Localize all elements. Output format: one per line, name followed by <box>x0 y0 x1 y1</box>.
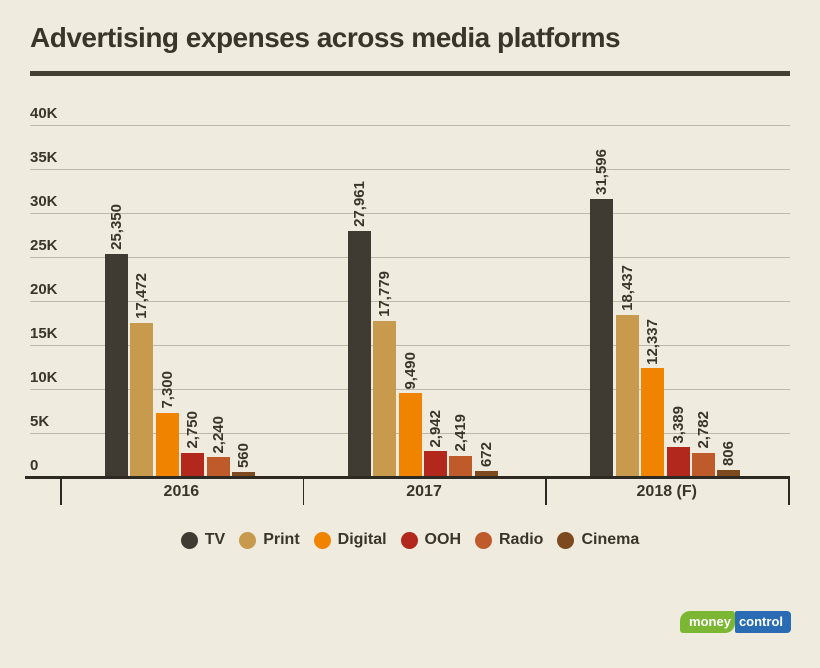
bar-cinema-2018-f <box>717 469 741 477</box>
bar-radio-2017 <box>449 455 473 477</box>
legend-swatch-ooh <box>400 531 418 549</box>
y-tick-label-30k: 30K <box>30 193 58 210</box>
moneycontrol-logo: money control <box>680 611 791 633</box>
legend-swatch-digital <box>313 531 331 549</box>
category-label-2017: 2017 <box>406 483 442 500</box>
gridline-15k <box>30 344 790 346</box>
legend-item-print: Print <box>239 531 300 549</box>
gridline-10k <box>30 388 790 390</box>
legend-label-radio: Radio <box>499 531 544 548</box>
bar-radio-2016 <box>206 457 230 477</box>
bar-value-label-radio-2017: 2,419 <box>452 414 470 452</box>
bar-value-label-ooh-2017: 2,942 <box>426 409 444 448</box>
y-tick-label-20k: 20K <box>30 281 58 298</box>
y-tick-label-5k: 5K <box>30 413 50 430</box>
y-tick-label-35k: 35K <box>30 149 58 166</box>
category-separator-2 <box>545 479 547 505</box>
title-underline <box>30 71 790 76</box>
legend-label-digital: Digital <box>337 531 387 548</box>
bar-cinema-2017 <box>474 471 498 477</box>
legend-item-cinema: Cinema <box>557 531 639 549</box>
legend-label-print: Print <box>263 531 300 548</box>
legend-item-ooh: OOH <box>400 531 461 549</box>
bar-value-label-digital-2016: 7,300 <box>158 371 176 409</box>
category-label-2016: 2016 <box>163 483 200 500</box>
gridline-40k <box>30 124 790 126</box>
bar-value-label-cinema-2018-f: 806 <box>720 440 738 466</box>
bar-value-label-cinema-2017: 672 <box>477 442 495 468</box>
gridline-30k <box>30 212 790 214</box>
bar-tv-2016 <box>105 253 128 477</box>
gridline-20k <box>30 300 790 302</box>
bar-value-label-tv-2017: 27,961 <box>350 181 368 227</box>
bar-ooh-2018-f <box>666 447 690 477</box>
y-tick-label-15k: 15K <box>30 325 58 342</box>
y-tick-label-25k: 25K <box>30 237 58 254</box>
bar-value-label-ooh-2018-f: 3,389 <box>669 405 687 444</box>
category-separator-0 <box>60 479 62 505</box>
bar-ooh-2016 <box>181 452 205 477</box>
bar-print-2017 <box>373 320 397 477</box>
gridline-25k <box>30 256 790 258</box>
bar-cinema-2016 <box>232 472 255 477</box>
bar-value-label-print-2017: 17,779 <box>376 270 394 317</box>
bar-value-label-print-2016: 17,472 <box>133 273 151 320</box>
legend-swatch-tv <box>180 531 198 549</box>
category-separator-3 <box>788 479 790 505</box>
category-label-2018-f: 2018 (F) <box>636 483 697 500</box>
legend-label-ooh: OOH <box>424 531 461 548</box>
bar-digital-2017 <box>398 393 422 477</box>
bar-value-label-ooh-2016: 2,750 <box>184 411 202 449</box>
bar-digital-2018-f <box>641 368 665 477</box>
bar-value-label-radio-2016: 2,240 <box>209 415 227 454</box>
bar-ooh-2017 <box>423 451 447 477</box>
bar-digital-2016 <box>155 412 179 477</box>
bar-value-label-print-2018-f: 18,437 <box>618 264 636 311</box>
legend-item-digital: Digital <box>313 531 387 549</box>
bar-value-label-tv-2018-f: 31,596 <box>593 149 611 195</box>
logo-control-part: control <box>734 611 791 633</box>
bar-value-label-tv-2016: 25,350 <box>108 204 125 250</box>
bar-print-2016 <box>130 323 154 477</box>
logo-money-part: money <box>680 611 735 633</box>
legend-swatch-radio <box>475 531 492 549</box>
category-separator-1 <box>302 479 305 505</box>
bar-value-label-digital-2017: 9,490 <box>401 351 419 390</box>
bar-value-label-radio-2018-f: 2,782 <box>695 410 712 449</box>
bar-value-label-digital-2018-f: 12,337 <box>644 318 662 365</box>
legend-label-cinema: Cinema <box>581 531 640 548</box>
y-tick-label-40k: 40K <box>30 105 58 122</box>
legend-item-tv: TV <box>180 531 226 549</box>
x-axis-baseline <box>25 476 790 479</box>
bar-tv-2017 <box>347 230 371 477</box>
bar-print-2018-f <box>615 314 639 477</box>
legend-swatch-print <box>239 531 257 549</box>
gridline-35k <box>30 168 790 170</box>
legend-item-radio: Radio <box>475 531 543 549</box>
chart-legend: TV Print Digital OOH Radio Cinema <box>0 531 820 549</box>
legend-swatch-cinema <box>557 531 575 549</box>
bar-radio-2018-f <box>692 452 715 477</box>
bar-value-label-cinema-2016: 560 <box>235 443 252 469</box>
chart-title: Advertising expenses across media platfo… <box>30 22 621 53</box>
bar-tv-2018-f <box>590 198 614 477</box>
y-tick-label-10k: 10K <box>30 369 58 386</box>
legend-label-tv: TV <box>204 531 226 548</box>
y-tick-label-0: 0 <box>30 457 39 474</box>
